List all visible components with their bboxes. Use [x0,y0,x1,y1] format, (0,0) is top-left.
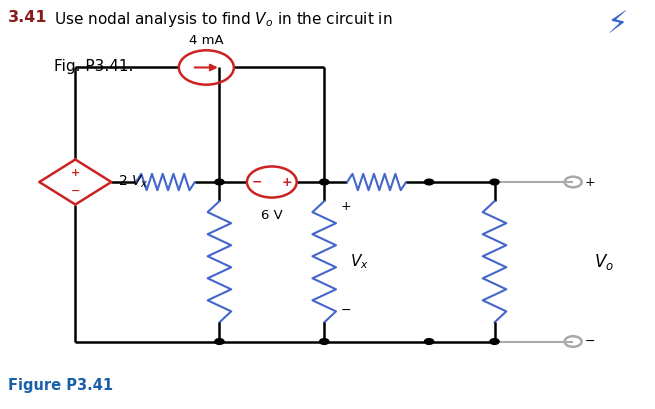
Text: −: − [341,304,351,317]
Text: Figure P3.41: Figure P3.41 [8,378,113,393]
Circle shape [490,179,499,185]
Text: 3.41: 3.41 [8,10,47,25]
Text: +: + [282,175,292,189]
Circle shape [424,339,434,344]
Text: +: + [585,175,595,189]
Text: $V_o$: $V_o$ [594,252,614,272]
Text: 4 mA: 4 mA [189,34,223,47]
Text: 2 $V_x$: 2 $V_x$ [118,174,149,190]
Text: −: − [585,335,595,348]
Text: Use nodal analysis to find $V_o$ in the circuit in: Use nodal analysis to find $V_o$ in the … [54,10,393,29]
Circle shape [215,179,224,185]
Text: 6 V: 6 V [261,209,283,222]
Circle shape [320,179,329,185]
Text: −: − [71,186,80,196]
Text: −: − [252,175,262,189]
Text: ⚡: ⚡ [606,10,627,39]
Circle shape [490,339,499,344]
Circle shape [424,179,434,185]
Circle shape [215,339,224,344]
Text: +: + [71,168,80,178]
Text: +: + [341,200,351,213]
Circle shape [320,339,329,344]
Text: $V_x$: $V_x$ [350,252,369,271]
Text: Fig. P3.41.: Fig. P3.41. [54,59,134,74]
